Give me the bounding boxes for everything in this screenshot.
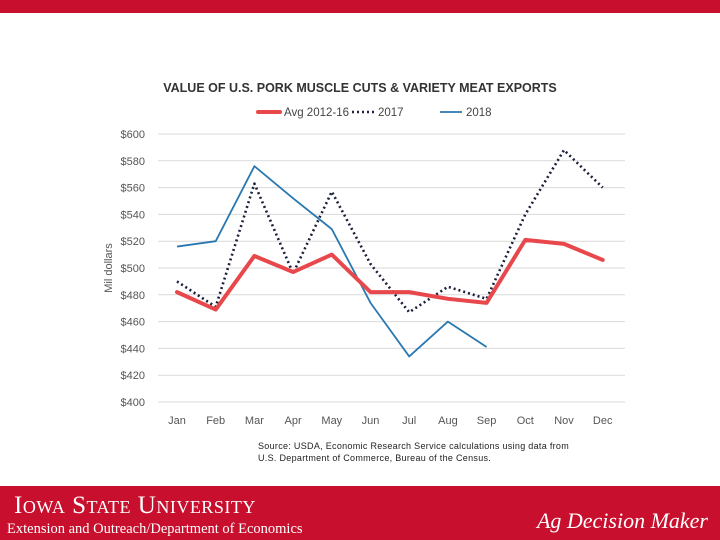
x-tick-label: Apr [285, 415, 302, 427]
y-tick-label: $440 [121, 343, 145, 355]
x-tick-label: Dec [593, 415, 613, 427]
chart-area: VALUE OF U.S. PORK MUSCLE CUTS & VARIETY… [103, 81, 625, 427]
source-line-2: U.S. Department of Commerce, Bureau of t… [258, 453, 492, 463]
x-tick-label: Mar [245, 415, 264, 427]
x-tick-label: Jan [168, 415, 186, 427]
y-tick-label: $600 [121, 129, 145, 141]
legend-label-1: 2017 [378, 107, 404, 119]
y-tick-label: $560 [121, 183, 145, 195]
ag-decision-maker-brand: Ag Decision Maker [536, 508, 708, 533]
y-tick-label: $420 [121, 370, 145, 382]
x-tick-label: Aug [438, 415, 458, 427]
x-tick-label: May [321, 415, 342, 427]
series-line-2018 [176, 165, 488, 358]
legend-label-2: 2018 [466, 107, 492, 119]
series-line-avg-2012-16 [175, 237, 605, 312]
line-chart: VALUE OF U.S. PORK MUSCLE CUTS & VARIETY… [103, 81, 625, 427]
x-tick-label: Jul [402, 415, 416, 427]
series-line-2017 [176, 148, 604, 314]
y-axis-title: Mil dollars [103, 243, 115, 293]
source-note: Source: USDA, Economic Research Service … [258, 440, 638, 464]
footer-bar: Iowa State University Extension and Outr… [0, 486, 720, 540]
x-tick-label: Oct [517, 415, 534, 427]
y-tick-label: $480 [121, 290, 145, 302]
source-line-1: Source: USDA, Economic Research Service … [258, 441, 570, 451]
y-tick-label: $400 [121, 397, 145, 409]
x-tick-label: Nov [554, 415, 574, 427]
y-tick-label: $500 [121, 263, 145, 275]
y-tick-label: $540 [121, 209, 145, 221]
x-tick-label: Feb [206, 415, 225, 427]
chart-title: VALUE OF U.S. PORK MUSCLE CUTS & VARIETY… [163, 81, 557, 95]
y-tick-label: $580 [121, 156, 145, 168]
y-tick-label: $520 [121, 236, 145, 248]
legend-label-0: Avg 2012-16 [284, 107, 349, 119]
y-tick-label: $460 [121, 317, 145, 329]
department-name: Extension and Outreach/Department of Eco… [7, 521, 303, 537]
university-wordmark: Iowa State University [14, 492, 256, 519]
x-tick-label: Jun [362, 415, 380, 427]
top-accent-bar [0, 0, 720, 13]
x-tick-label: Sep [477, 415, 497, 427]
